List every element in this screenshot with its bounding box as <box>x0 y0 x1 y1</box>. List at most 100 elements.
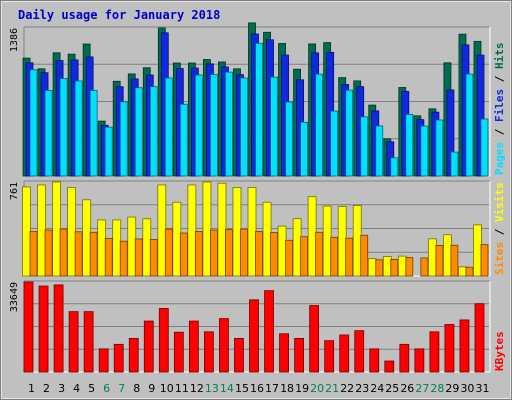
legend-separator: / <box>493 122 506 142</box>
x-tick-label: 22 <box>340 382 354 395</box>
bar-sites <box>480 244 489 277</box>
bar-sites <box>450 244 459 277</box>
bar-pages <box>390 157 399 177</box>
x-tick-label: 14 <box>220 382 234 395</box>
bar-pages <box>134 87 143 177</box>
bar-kbytes <box>414 348 425 373</box>
legend-separator: / <box>493 69 506 89</box>
bar-sites <box>255 231 263 277</box>
bar-files <box>476 54 485 177</box>
bar-visits <box>443 234 452 277</box>
bar-sites <box>164 228 173 277</box>
x-tick-label: 23 <box>355 382 369 395</box>
bar-visits <box>52 181 61 277</box>
bar-pages <box>270 76 278 177</box>
bar-kbytes <box>384 360 395 373</box>
bar-visits <box>337 206 347 277</box>
bar-sites <box>74 231 83 277</box>
bar-kbytes <box>53 284 64 373</box>
bar-pages <box>149 86 158 177</box>
x-tick-label: 28 <box>430 382 444 395</box>
bar-kbytes <box>83 311 94 373</box>
bar-visits <box>202 181 212 277</box>
bar-sites <box>315 231 324 277</box>
bar-kbytes <box>324 340 335 373</box>
bar-pages <box>210 74 218 177</box>
legend-entry-visits: Visits <box>493 182 506 222</box>
bar-kbytes <box>459 319 470 373</box>
bar-pages <box>29 69 38 177</box>
bar-pages <box>420 125 429 177</box>
bar-visits <box>247 187 257 277</box>
bar-kbytes <box>474 303 485 373</box>
x-tick-label: 3 <box>58 382 65 395</box>
bar-visits <box>217 182 227 277</box>
bar-pages <box>450 151 459 177</box>
bar-pages <box>360 116 369 177</box>
bar-pages <box>74 80 83 177</box>
bar-sites <box>149 239 158 277</box>
bar-kbytes <box>158 308 169 373</box>
bar-kbytes <box>399 343 410 373</box>
x-tick-label: 2 <box>43 382 50 395</box>
x-tick-label: 17 <box>265 382 279 395</box>
bar-sites <box>240 228 248 277</box>
bar-kbytes <box>249 299 259 373</box>
bar-visits <box>473 224 482 277</box>
bar-visits <box>22 186 31 277</box>
bar-sites <box>300 236 308 277</box>
bar-pages <box>255 42 263 177</box>
legend-entry-files: Files <box>493 89 506 122</box>
bar-pages <box>285 101 293 177</box>
legend-visits-sites: Sites / Visits <box>493 182 506 275</box>
bar-sites <box>225 229 233 277</box>
bar-visits <box>187 184 197 277</box>
bar-sites <box>345 237 354 277</box>
bar-visits <box>427 238 437 277</box>
bar-pages <box>179 103 188 177</box>
bar-kbytes <box>188 320 199 373</box>
bar-kbytes <box>369 348 380 373</box>
bar-files <box>446 89 455 177</box>
bar-sites <box>420 257 429 277</box>
x-tick-label: 7 <box>118 382 125 395</box>
bar-kbytes <box>219 318 229 373</box>
bar-pages <box>300 121 308 177</box>
x-tick-label: 6 <box>103 382 110 395</box>
bar-visits <box>127 216 137 277</box>
x-tick-label: 10 <box>160 382 174 395</box>
bar-pages <box>330 110 339 177</box>
bar-kbytes <box>294 337 304 373</box>
bar-kbytes <box>38 285 49 373</box>
bar-visits <box>232 187 242 277</box>
x-tick-label: 15 <box>235 382 249 395</box>
x-tick-label: 4 <box>73 382 80 395</box>
bar-pages <box>480 118 489 177</box>
bar-kbytes <box>264 290 274 373</box>
bar-kbytes <box>429 331 440 373</box>
bar-sites <box>194 231 203 277</box>
bar-visits <box>322 205 332 277</box>
x-tick-label: 20 <box>310 382 324 395</box>
x-tick-label: 16 <box>250 382 264 395</box>
x-tick-label: 21 <box>325 382 339 395</box>
bar-sites <box>405 257 414 277</box>
bar-visits <box>382 256 392 277</box>
legend-entry-hits: Hits <box>493 43 506 70</box>
x-tick-label: 13 <box>205 382 219 395</box>
bar-visits <box>367 258 377 277</box>
bar-pages <box>405 113 414 177</box>
bar-kbytes <box>113 343 124 373</box>
bar-kbytes <box>173 331 184 373</box>
x-tick-label: 26 <box>400 382 414 395</box>
x-tick-label: 24 <box>370 382 384 395</box>
bar-visits <box>397 255 407 277</box>
bar-sites <box>59 228 68 277</box>
x-tick-label: 29 <box>445 382 459 395</box>
bar-sites <box>360 234 369 277</box>
bar-visits <box>262 201 272 277</box>
bar-kbytes <box>339 334 350 373</box>
x-tick-label: 5 <box>88 382 95 395</box>
bar-kbytes <box>128 337 139 373</box>
